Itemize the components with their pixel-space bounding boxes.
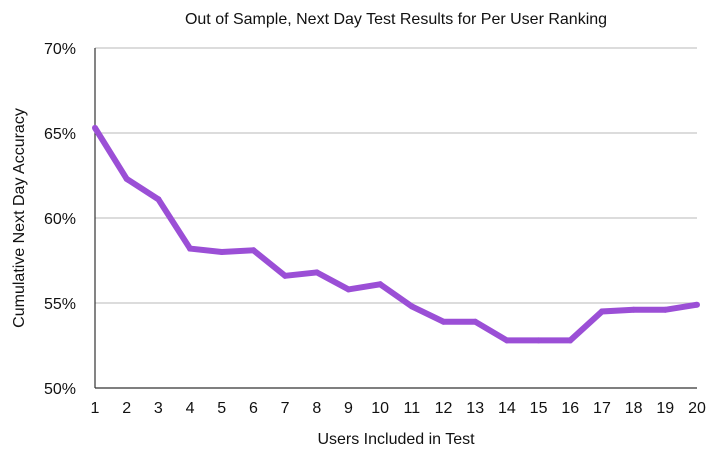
data-point <box>662 306 669 313</box>
y-axis-tick-labels: 50% 55% 60% 65% 70% <box>44 41 76 398</box>
x-tick-label: 6 <box>249 400 258 417</box>
data-point <box>440 318 447 325</box>
data-point <box>567 337 574 344</box>
data-point <box>408 303 415 310</box>
x-axis-label: Users Included in Test <box>317 431 475 448</box>
x-tick-label: 9 <box>344 400 353 417</box>
series-layer <box>92 124 700 344</box>
y-tick-label: 60% <box>44 211 76 228</box>
x-tick-label: 14 <box>498 400 516 417</box>
x-tick-label: 7 <box>281 400 290 417</box>
data-point <box>630 306 637 313</box>
y-tick-label: 50% <box>44 381 76 398</box>
y-tick-label: 70% <box>44 41 76 58</box>
data-point <box>218 249 225 255</box>
x-tick-label: 2 <box>122 400 131 417</box>
data-point <box>472 318 479 325</box>
x-tick-label: 5 <box>217 400 226 417</box>
data-point <box>377 281 384 288</box>
x-tick-label: 1 <box>91 400 100 417</box>
x-tick-label: 13 <box>466 400 484 417</box>
x-axis-tick-labels: 1 2 3 4 5 6 7 8 9 10 11 12 13 14 15 16 17 18 19 20 <box>91 400 706 417</box>
data-point <box>282 272 289 279</box>
x-tick-label: 15 <box>530 400 548 417</box>
data-point <box>694 301 700 308</box>
x-tick-label: 8 <box>312 400 321 417</box>
chart-title: Out of Sample, Next Day Test Results for… <box>185 11 607 28</box>
data-point <box>155 196 162 203</box>
data-point <box>345 286 352 293</box>
data-point <box>187 245 194 252</box>
x-tick-label: 10 <box>371 400 389 417</box>
x-tick-label: 17 <box>593 400 611 417</box>
x-tick-label: 12 <box>435 400 453 417</box>
x-tick-label: 16 <box>561 400 579 417</box>
x-tick-label: 3 <box>154 400 163 417</box>
y-tick-label: 65% <box>44 126 76 143</box>
data-point <box>250 247 257 254</box>
data-point <box>313 269 320 276</box>
x-tick-label: 19 <box>656 400 674 417</box>
data-point <box>503 337 510 344</box>
y-axis-label: Cumulative Next Day Accuracy <box>11 108 28 328</box>
y-tick-label: 55% <box>44 296 76 313</box>
data-point <box>92 124 98 131</box>
x-tick-label: 18 <box>625 400 643 417</box>
data-point <box>123 175 130 182</box>
grid-lines <box>95 47 697 304</box>
data-point <box>598 308 605 315</box>
data-point <box>535 337 542 344</box>
series-line <box>92 126 698 344</box>
x-tick-label: 11 <box>404 400 421 417</box>
x-tick-label: 4 <box>186 400 195 417</box>
x-tick-label: 20 <box>688 400 706 417</box>
